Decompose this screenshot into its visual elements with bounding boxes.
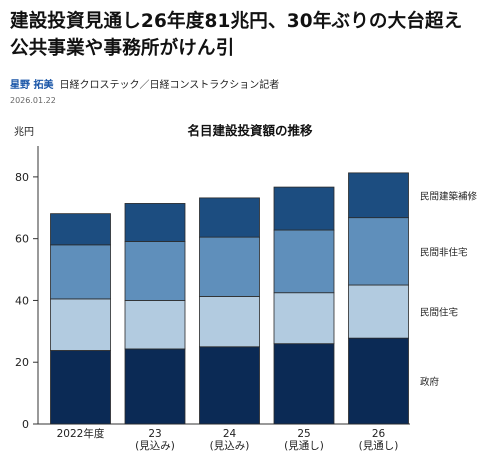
- bar-segment: [50, 244, 111, 300]
- bar-segment: [348, 172, 409, 219]
- y-tick-label: 40: [15, 294, 29, 307]
- bar-segment: [50, 213, 111, 246]
- y-axis-unit-label: 兆円: [14, 126, 34, 138]
- bar-segment: [50, 298, 111, 351]
- bar-segment: [124, 203, 186, 242]
- publish-date: 2026.01.22: [10, 96, 56, 105]
- x-category-label: (見込み): [210, 440, 250, 452]
- byline: 星野 拓美 日経クロステック／日経コンストラクション記者: [10, 79, 279, 93]
- bar-segment: [199, 197, 260, 238]
- y-tick-label: 80: [15, 171, 29, 184]
- x-category-label: 24: [223, 428, 237, 440]
- legend-label: 民間住宅: [420, 307, 458, 319]
- legend-label: 民間建築補修: [420, 190, 478, 202]
- bar-segment: [199, 236, 260, 297]
- y-tick-label: 20: [15, 356, 29, 369]
- article-headline: 建設投資見通し26年度81兆円、30年ぶりの大台超え 公共事業や事務所がけん引: [10, 11, 482, 59]
- x-category-label: 26: [372, 428, 386, 440]
- x-category-label: 25: [297, 428, 310, 440]
- author-affiliation: 日経クロステック／日経コンストラクション記者: [59, 80, 280, 91]
- bar-segment: [273, 343, 335, 425]
- bar-segment: [273, 229, 335, 294]
- author-link[interactable]: 星野 拓美: [10, 80, 54, 91]
- x-category-label: 2022年度: [57, 427, 105, 440]
- bar-segment: [199, 346, 260, 425]
- bar-segment: [348, 337, 409, 425]
- x-category-label: (見通し): [284, 440, 324, 452]
- bar-segment: [124, 300, 186, 350]
- bar-segment: [124, 241, 186, 301]
- bar-segment: [124, 348, 186, 425]
- bar-segment: [273, 292, 335, 345]
- bar-segment: [273, 186, 335, 231]
- x-category-label: (見通し): [359, 440, 399, 452]
- chart-title: 名目建設投資額の推移: [187, 123, 313, 138]
- legend-label: 民間非住宅: [420, 246, 468, 258]
- bar-segment: [348, 217, 409, 286]
- bar-segment: [50, 350, 111, 425]
- bar-segment: [199, 296, 260, 348]
- x-category-label: (見込み): [135, 440, 175, 452]
- y-tick-label: 60: [15, 233, 29, 246]
- legend-label: 政府: [420, 376, 440, 388]
- bar-segment: [348, 284, 409, 339]
- y-tick-label: 0: [22, 418, 29, 431]
- x-category-label: 23: [148, 428, 161, 440]
